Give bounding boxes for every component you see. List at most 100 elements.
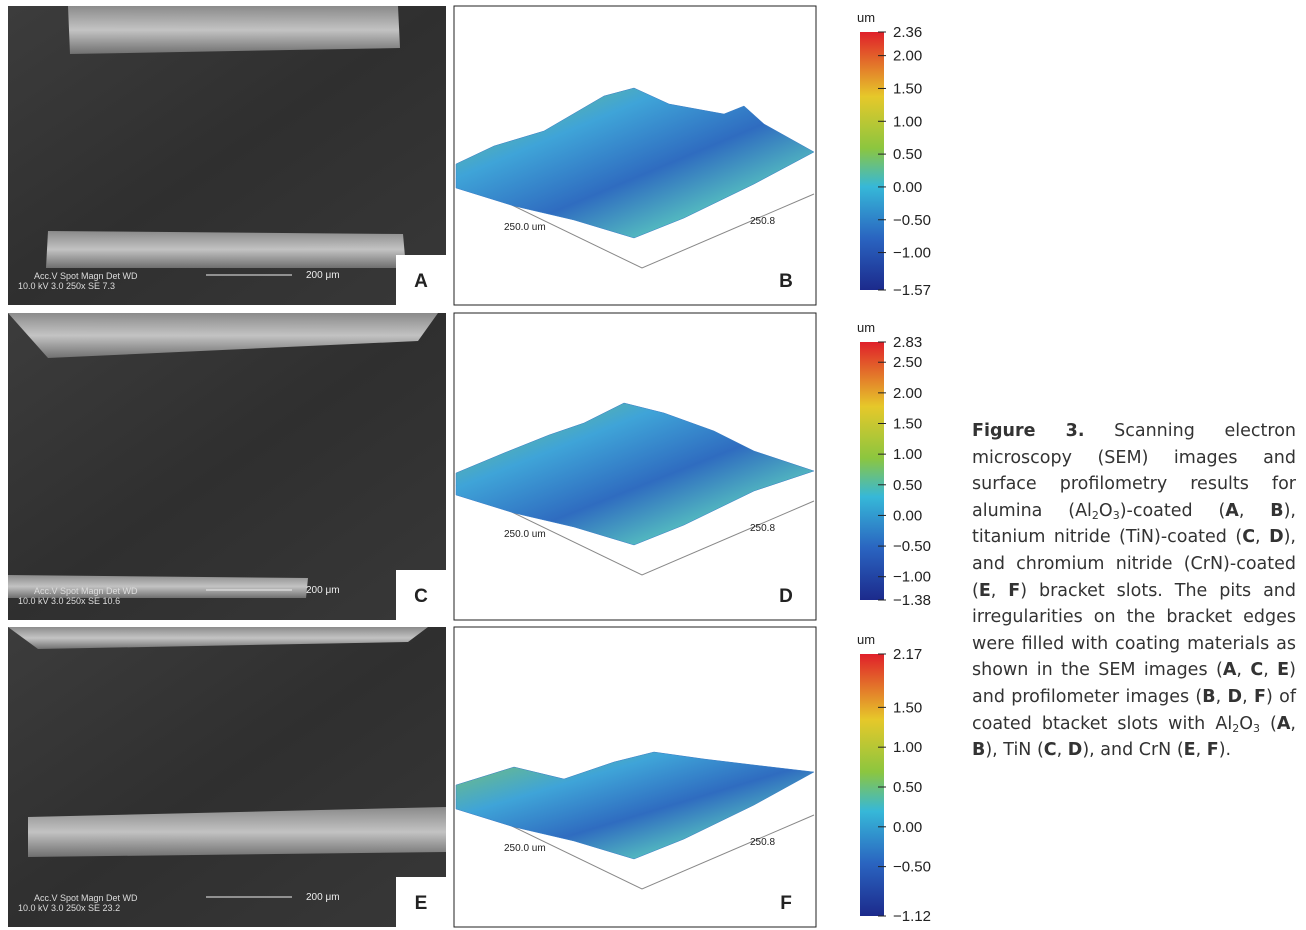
caption-text: ), TiN ( <box>985 740 1044 761</box>
colorbar-tick-label: −1.12 <box>893 908 931 925</box>
sem-info: Acc.V Spot Magn Det WD <box>34 271 138 281</box>
caption-text: , <box>1195 740 1207 761</box>
caption-text: C <box>1242 527 1256 548</box>
colorbar-tick-label: −0.50 <box>893 538 931 555</box>
colorbar-tick-label: −0.50 <box>893 859 931 876</box>
caption-text: , <box>1056 740 1068 761</box>
caption-text: ( <box>1259 713 1277 734</box>
colorbar-tick-label: 0.50 <box>893 477 922 494</box>
scale-bar-label: 200 μm <box>306 585 340 596</box>
colorbar-tick-label: −1.57 <box>893 282 931 299</box>
caption-text: ), and chromium nitride (CrN)-coated ( <box>972 527 1296 601</box>
caption-text: C <box>1043 740 1057 761</box>
colorbar-tick-label: 1.50 <box>893 699 922 716</box>
caption-text: D <box>1269 527 1284 548</box>
profile-surface <box>455 87 815 239</box>
bracket-wing <box>28 807 446 857</box>
colorbar-tick-label: 0.00 <box>893 819 922 836</box>
sem-image <box>8 313 446 620</box>
caption-text: E <box>1183 740 1196 761</box>
panel-label: E <box>415 893 428 914</box>
caption-text: ) and profilometer images ( <box>972 660 1296 707</box>
caption-text: )-coated ( <box>1119 500 1226 521</box>
bracket-wing <box>8 313 438 358</box>
y-axis-label: 250.8 <box>750 216 775 227</box>
panel-label-bg <box>396 877 446 927</box>
panel-label: B <box>779 271 793 292</box>
colorbar-tick-label: 2.50 <box>893 354 922 371</box>
colorbar-tick-label: 0.50 <box>893 779 922 796</box>
caption-text: A <box>1225 500 1239 521</box>
sem-info: 10.0 kV 3.0 250x SE 23.2 <box>18 903 120 913</box>
colorbar-tick-label: 1.00 <box>893 446 922 463</box>
colorbar-unit: um <box>857 320 875 335</box>
panel-label-bg <box>396 255 446 305</box>
colorbar <box>860 342 884 600</box>
caption-text: 3 <box>1252 721 1260 735</box>
colorbar <box>860 654 884 916</box>
panel-label: F <box>780 893 792 914</box>
caption-text: F <box>1253 686 1266 707</box>
caption-text: , <box>1238 500 1271 521</box>
caption-text: B <box>1202 686 1216 707</box>
caption-text: , <box>1242 686 1254 707</box>
caption-text: B <box>972 740 986 761</box>
panel-label: C <box>414 586 428 607</box>
colorbar-tick-label: −1.00 <box>893 245 931 262</box>
colorbar-tick-label: 2.00 <box>893 385 922 402</box>
colorbar-tick-label: 0.50 <box>893 146 922 163</box>
caption-text: O <box>1239 713 1253 734</box>
caption-text: D <box>1227 686 1243 707</box>
caption-text: ). <box>1218 740 1232 761</box>
profile-axis <box>455 798 815 890</box>
scale-bar-label: 200 μm <box>306 892 340 903</box>
caption-text: C <box>1250 660 1264 681</box>
caption-text: E <box>978 580 991 601</box>
colorbar-tick-label: −1.38 <box>893 592 931 609</box>
colorbar-unit: um <box>857 632 875 647</box>
colorbar <box>860 32 884 290</box>
caption-text: Scanning electron microscopy (SEM) image… <box>972 421 1296 521</box>
caption-text: , <box>1215 686 1228 707</box>
panel-label: D <box>779 586 793 607</box>
caption-text: , <box>1255 527 1270 548</box>
sem-info: 10.0 kV 3.0 250x SE 7.3 <box>18 281 115 291</box>
caption-text: , <box>1263 660 1278 681</box>
caption-text: ), and CrN ( <box>1082 740 1184 761</box>
caption-text: ) of coated btacket slots with Al <box>972 686 1296 734</box>
profile-axis <box>455 484 815 576</box>
colorbar-tick-label: −1.00 <box>893 569 931 586</box>
x-axis-label: 250.0 um <box>504 843 546 854</box>
x-axis-label: 250.0 um <box>504 222 546 233</box>
y-axis-label: 250.8 <box>750 837 775 848</box>
sem-info: 10.0 kV 3.0 250x SE 10.6 <box>18 596 120 606</box>
profile-surface <box>455 751 815 860</box>
caption-text: A <box>1222 660 1237 681</box>
caption-text: Figure 3. <box>972 421 1085 441</box>
colorbar-tick-label: 2.83 <box>893 334 922 351</box>
colorbar-tick-label: 1.00 <box>893 113 922 130</box>
figure-caption: Figure 3. Scanning electron microscopy (… <box>972 418 1296 764</box>
caption-text: , <box>990 580 1009 601</box>
caption-text: F <box>1206 740 1219 761</box>
scale-bar-label: 200 μm <box>306 270 340 281</box>
colorbar-tick-label: 2.00 <box>893 48 922 65</box>
caption-text: ), titanium nitride (TiN)-coated ( <box>972 500 1296 548</box>
panel-label: A <box>414 271 428 292</box>
colorbar-tick-label: 2.36 <box>893 24 922 41</box>
caption-text: ) bracket slots. The pits and irregulari… <box>972 580 1296 681</box>
caption-text: O <box>1098 500 1113 521</box>
caption-text: D <box>1067 740 1083 761</box>
caption-text: F <box>1008 580 1021 601</box>
caption-text: , <box>1236 660 1251 681</box>
sem-info: Acc.V Spot Magn Det WD <box>34 586 138 596</box>
caption-text: 2 <box>1232 721 1240 735</box>
colorbar-tick-label: 0.00 <box>893 507 922 524</box>
profile-surface <box>455 402 815 546</box>
colorbar-unit: um <box>857 10 875 25</box>
caption-text: E <box>1277 660 1290 681</box>
